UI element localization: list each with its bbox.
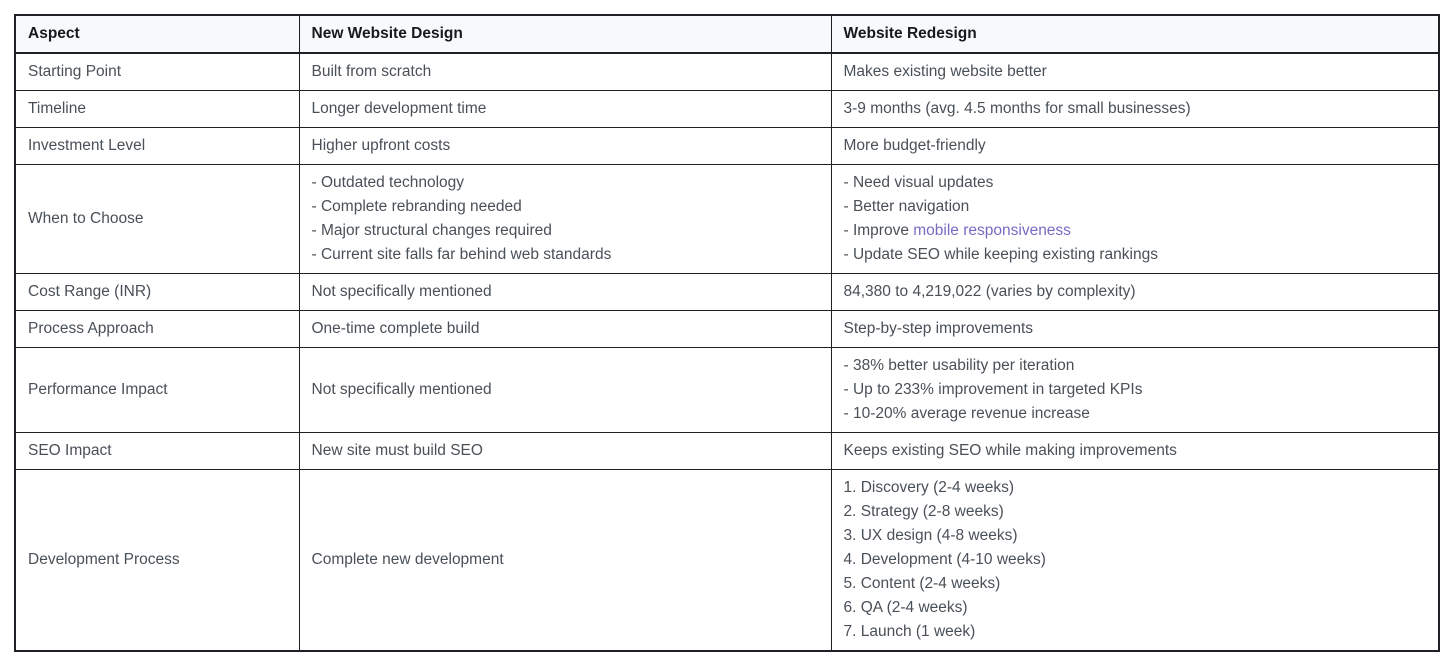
cell-line: Timeline — [28, 100, 86, 117]
new-design-cell: Not specifically mentioned — [298, 273, 832, 311]
cell-line: - Outdated technology — [311, 174, 465, 191]
mobile-responsiveness-link[interactable]: mobile responsiveness — [913, 222, 1071, 239]
aspect-cell: Investment Level — [14, 127, 300, 165]
cell-line: 1. Discovery (2-4 weeks) — [843, 479, 1015, 496]
cell-line: - Better navigation — [843, 198, 970, 215]
redesign-cell: Step-by-step improvements — [830, 310, 1440, 348]
cell-line: Step-by-step improvements — [843, 320, 1034, 337]
cell-line: Complete new development — [311, 551, 504, 568]
cell-line: 84,380 to 4,219,022 (varies by complexit… — [843, 283, 1136, 300]
cell-line: 3. UX design (4-8 weeks) — [843, 527, 1018, 544]
cell-line: - Need visual updates — [843, 174, 994, 191]
redesign-cell: Keeps existing SEO while making improvem… — [830, 432, 1440, 470]
table-row: Process Approach One-time complete build S… — [14, 310, 1440, 348]
cell-line: Development Process — [28, 551, 180, 568]
new-design-cell: New site must build SEO — [298, 432, 832, 470]
new-design-cell: Not specifically mentioned — [298, 347, 832, 433]
cell-line: When to Choose — [28, 210, 144, 227]
table-row: Cost Range (INR) Not specifically mention… — [14, 273, 1440, 311]
table-row: Timeline Longer development time 3-9 month… — [14, 90, 1440, 128]
cell-line: - Update SEO while keeping existing rank… — [843, 246, 1158, 263]
table-row: Starting Point Built from scratch Makes ex… — [14, 52, 1440, 91]
cell-line: One-time complete build — [311, 320, 480, 337]
cell-line: Keeps existing SEO while making improvem… — [843, 442, 1177, 459]
cell-line: Performance Impact — [28, 381, 168, 398]
cell-line: - Major structural changes required — [311, 222, 552, 239]
aspect-cell: Process Approach — [14, 310, 300, 348]
cell-line: 6. QA (2-4 weeks) — [843, 599, 968, 616]
table-row: Investment Level Higher upfront costs More… — [14, 127, 1440, 165]
column-header-aspect: Aspect — [14, 14, 300, 54]
cell-line: 5. Content (2-4 weeks) — [843, 575, 1001, 592]
new-design-cell: One-time complete build — [298, 310, 832, 348]
table-body: Starting Point Built from scratch Makes ex… — [14, 52, 1440, 652]
column-header-new-website-design: New Website Design — [298, 14, 832, 54]
aspect-cell: SEO Impact — [14, 432, 300, 470]
aspect-cell: Performance Impact — [14, 347, 300, 433]
column-header-website-redesign: Website Redesign — [830, 14, 1440, 54]
cell-text: - Improve — [843, 222, 914, 239]
new-design-cell: Built from scratch — [298, 52, 832, 91]
cell-line: Cost Range (INR) — [28, 283, 152, 300]
cell-line: Investment Level — [28, 137, 146, 154]
cell-line: - Improve mobile responsiveness — [844, 219, 1427, 243]
redesign-cell: Makes existing website better — [830, 52, 1440, 91]
header-row: Aspect New Website Design Website Redesi… — [14, 14, 1440, 54]
aspect-cell: When to Choose — [14, 164, 300, 274]
cell-line: Makes existing website better — [843, 63, 1047, 80]
cell-line: Process Approach — [28, 320, 154, 337]
cell-line: 7. Launch (1 week) — [843, 623, 976, 640]
table-row: Development Process Complete new developm… — [14, 469, 1440, 652]
cell-line: - 10-20% average revenue increase — [843, 405, 1090, 422]
redesign-cell: - 38% better usability per iteration - Up… — [830, 347, 1440, 433]
table-row: SEO Impact New site must build SEO Keeps e… — [14, 432, 1440, 470]
aspect-cell: Development Process — [14, 469, 300, 652]
cell-line: SEO Impact — [28, 442, 112, 459]
cell-line: - Up to 233% improvement in targeted KPI… — [843, 381, 1143, 398]
table-row: When to Choose - Outdated technology - Com… — [14, 164, 1440, 274]
cell-line: Built from scratch — [311, 63, 432, 80]
cell-line: New site must build SEO — [311, 442, 483, 459]
cell-line: 4. Development (4-10 weeks) — [843, 551, 1046, 568]
new-design-cell: - Outdated technology - Complete rebrandi… — [298, 164, 832, 274]
aspect-cell: Cost Range (INR) — [14, 273, 300, 311]
cell-line: Longer development time — [311, 100, 487, 117]
cell-line: Not specifically mentioned — [311, 381, 492, 398]
cell-line: More budget-friendly — [843, 137, 986, 154]
redesign-cell: 84,380 to 4,219,022 (varies by complexit… — [830, 273, 1440, 311]
cell-line: Starting Point — [28, 63, 122, 80]
comparison-table: Aspect New Website Design Website Redesi… — [14, 14, 1440, 652]
redesign-cell: 1. Discovery (2-4 weeks) 2. Strategy (2-8… — [830, 469, 1440, 652]
redesign-cell: More budget-friendly — [830, 127, 1440, 165]
cell-line: Not specifically mentioned — [311, 283, 492, 300]
new-design-cell: Longer development time — [298, 90, 832, 128]
cell-line: - Complete rebranding needed — [311, 198, 522, 215]
cell-line: 3-9 months (avg. 4.5 months for small bu… — [843, 100, 1191, 117]
cell-line: - 38% better usability per iteration — [843, 357, 1075, 374]
table-row: Performance Impact Not specifically menti… — [14, 347, 1440, 433]
cell-line: 2. Strategy (2-8 weeks) — [843, 503, 1004, 520]
new-design-cell: Higher upfront costs — [298, 127, 832, 165]
cell-line: - Current site falls far behind web stan… — [311, 246, 612, 263]
aspect-cell: Timeline — [14, 90, 300, 128]
new-design-cell: Complete new development — [298, 469, 832, 652]
redesign-cell: 3-9 months (avg. 4.5 months for small bu… — [830, 90, 1440, 128]
cell-line: Higher upfront costs — [311, 137, 451, 154]
redesign-cell: - Need visual updates - Better navigation… — [830, 164, 1440, 274]
aspect-cell: Starting Point — [14, 52, 300, 91]
